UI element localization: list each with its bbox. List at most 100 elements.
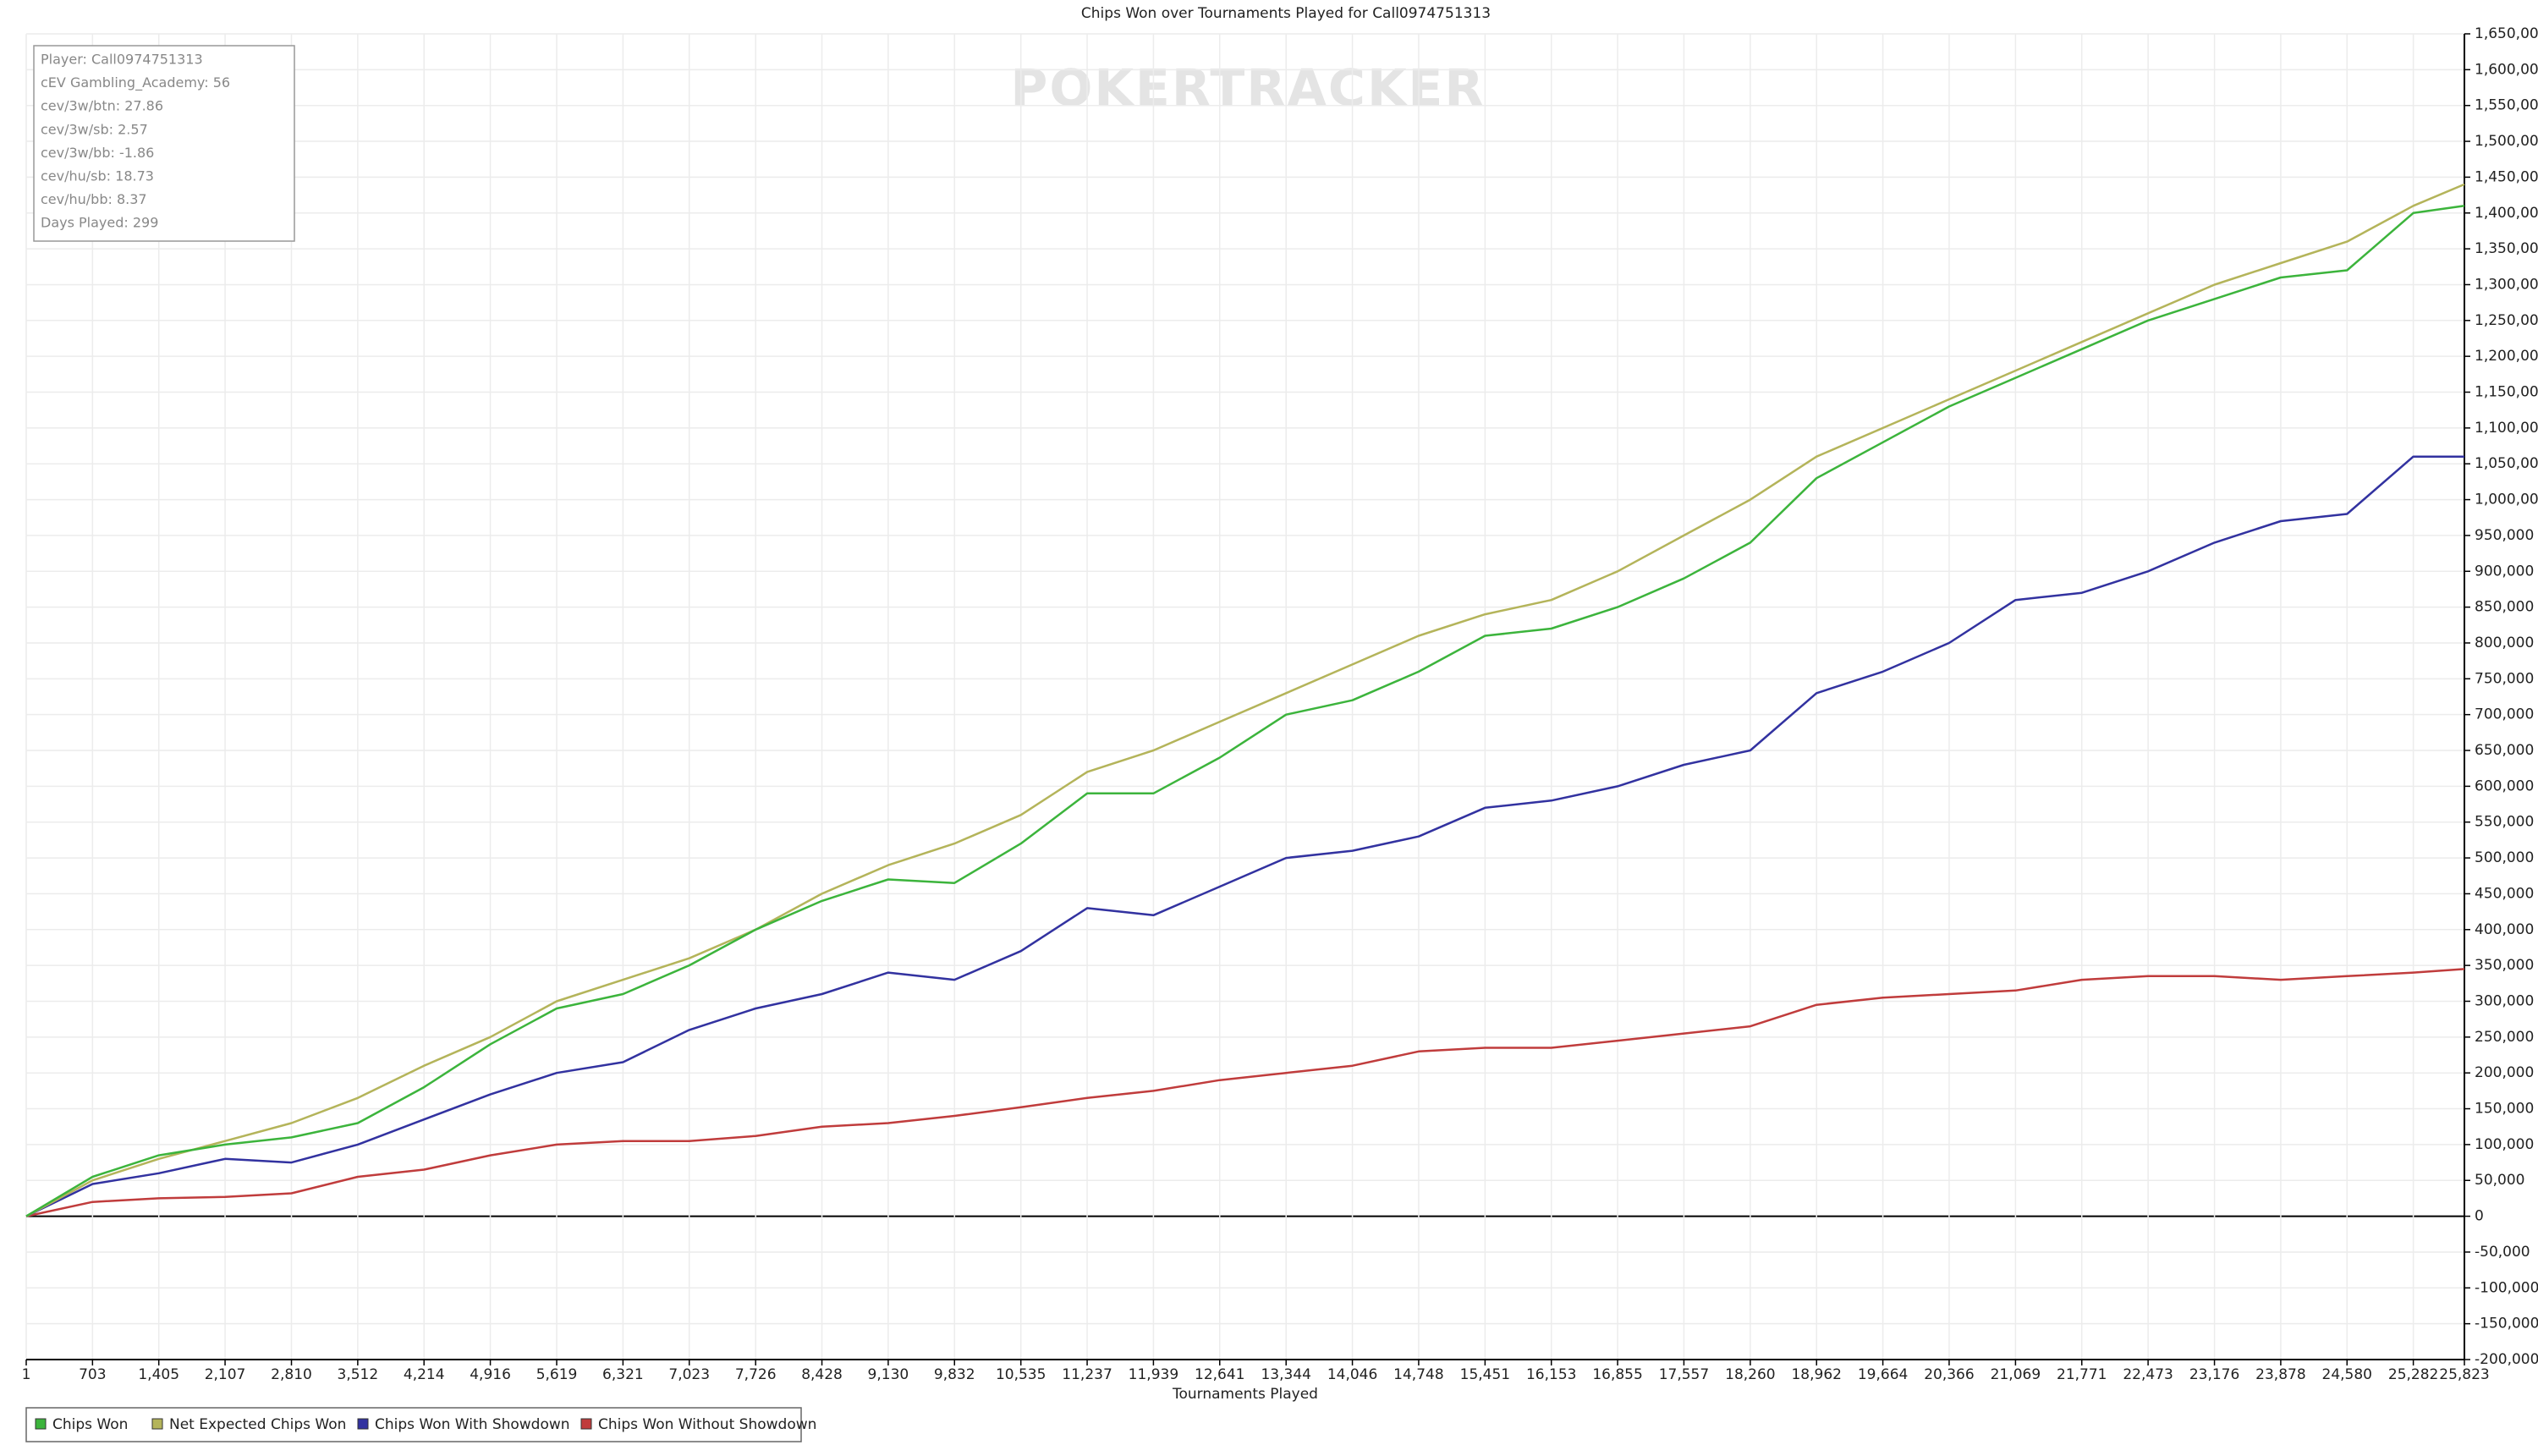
y-tick-label: -150,000: [2475, 1316, 2538, 1332]
x-tick-label: 17,557: [1659, 1366, 1709, 1383]
y-tick-label: 1,450,000: [2475, 168, 2538, 185]
y-tick-label: 1,000,000: [2475, 492, 2538, 508]
watermark: POKERTRACKER: [1010, 59, 1485, 118]
y-tick-label: 650,000: [2475, 742, 2534, 759]
x-tick-label: 15,451: [1460, 1366, 1510, 1383]
y-tick-label: 50,000: [2475, 1172, 2524, 1189]
legend-label: Chips Won: [52, 1416, 128, 1433]
x-tick-label: 14,748: [1393, 1366, 1443, 1383]
y-tick-label: 1,650,000: [2475, 25, 2538, 42]
x-tick-label: 5,619: [536, 1366, 578, 1383]
legend-label: Chips Won Without Showdown: [598, 1416, 816, 1433]
y-tick-label: 500,000: [2475, 849, 2534, 866]
x-tick-label: 7,726: [735, 1366, 777, 1383]
grid: [25, 33, 2465, 1360]
series-line: [25, 455, 2464, 1217]
y-tick-label: 550,000: [2475, 814, 2534, 831]
y-tick-label: 900,000: [2475, 563, 2534, 580]
stats-line: cEV Gambling_Academy: 56: [41, 74, 230, 91]
legend-swatch: [580, 1418, 592, 1430]
y-tick-label: 1,400,000: [2475, 205, 2538, 222]
x-tick-label: 4,214: [404, 1366, 445, 1383]
y-tick-label: 1,300,000: [2475, 276, 2538, 293]
y-tick-label: 700,000: [2475, 706, 2534, 723]
legend-swatch: [35, 1418, 47, 1430]
y-tick-label: 1,100,000: [2475, 420, 2538, 437]
legend-label: Chips Won With Showdown: [375, 1416, 570, 1433]
y-tick-label: 350,000: [2475, 957, 2534, 974]
x-tick-label: 16,855: [1592, 1366, 1642, 1383]
chart-title: Chips Won over Tournaments Played for Ca…: [1081, 5, 1491, 22]
y-tick-label: 300,000: [2475, 992, 2534, 1009]
x-tick-label: 4,916: [470, 1366, 511, 1383]
y-tick-label: 150,000: [2475, 1101, 2534, 1118]
x-tick-label: 11,939: [1129, 1366, 1178, 1383]
stats-line: Days Played: 299: [41, 215, 158, 231]
x-tick-label: 1,405: [138, 1366, 179, 1383]
x-tick-label: 7,023: [668, 1366, 710, 1383]
x-tick-label: 18,260: [1725, 1366, 1775, 1383]
x-tick-label: 24,580: [2322, 1366, 2372, 1383]
x-tick-label: 703: [79, 1366, 106, 1383]
series-line: [25, 183, 2465, 1217]
y-tick-label: 400,000: [2475, 921, 2534, 938]
x-tick-label: 20,366: [1924, 1366, 1974, 1383]
x-tick-label: 25,282: [2388, 1366, 2438, 1383]
x-tick-label: 14,046: [1327, 1366, 1377, 1383]
x-tick-label: 6,321: [602, 1366, 644, 1383]
x-tick-label: 18,962: [1791, 1366, 1841, 1383]
x-axis-label: Tournaments Played: [1172, 1386, 1318, 1403]
x-tick-label: 3,512: [338, 1366, 379, 1383]
x-tick-label: 8,428: [801, 1366, 843, 1383]
y-tick-label: 200,000: [2475, 1064, 2534, 1081]
x-tick-label: 22,473: [2123, 1366, 2173, 1383]
series-line: [25, 968, 2465, 1217]
stats-line: cev/3w/sb: 2.57: [41, 121, 148, 137]
y-tick-label: 1,350,000: [2475, 240, 2538, 257]
y-tick-label: 950,000: [2475, 527, 2534, 544]
x-tick-label: 13,344: [1261, 1366, 1310, 1383]
x-tick-label: 23,878: [2255, 1366, 2305, 1383]
x-tick-label: 19,664: [1858, 1366, 1908, 1383]
y-tick-label: 600,000: [2475, 777, 2534, 794]
y-tick-label: -100,000: [2475, 1279, 2538, 1296]
x-tick-label: 9,832: [934, 1366, 975, 1383]
x-tick-label: 1: [22, 1366, 31, 1383]
legend-swatch: [151, 1418, 163, 1430]
x-tick-label: 2,810: [271, 1366, 312, 1383]
legend-label: Net Expected Chips Won: [169, 1416, 346, 1433]
y-tick-label: 0: [2475, 1208, 2484, 1225]
x-tick-label: 2,107: [205, 1366, 246, 1383]
y-tick-label: 1,500,000: [2475, 133, 2538, 150]
y-tick-label: 750,000: [2475, 670, 2534, 687]
stats-line: Player: Call0974751313: [41, 52, 203, 68]
y-tick-label: 1,550,000: [2475, 97, 2538, 114]
y-tick-label: 1,600,000: [2475, 61, 2538, 78]
legend-swatch: [357, 1418, 369, 1430]
x-tick-label: 9,130: [868, 1366, 909, 1383]
x-tick-label: 10,535: [996, 1366, 1046, 1383]
y-tick-label: 1,050,000: [2475, 455, 2538, 472]
x-tick-label: 21,069: [1991, 1366, 2041, 1383]
stats-line: cev/3w/bb: -1.86: [41, 145, 154, 161]
x-tick-label: 21,771: [2057, 1366, 2107, 1383]
stats-line: cev/hu/sb: 18.73: [41, 168, 154, 184]
x-tick-label: 25,823: [2439, 1366, 2489, 1383]
series-line: [25, 205, 2465, 1217]
y-tick-label: 850,000: [2475, 599, 2534, 616]
y-tick-label: 800,000: [2475, 635, 2534, 651]
y-tick-label: 1,250,000: [2475, 312, 2538, 329]
y-tick-label: 1,200,000: [2475, 348, 2538, 365]
y-tick-label: 1,150,000: [2475, 384, 2538, 401]
y-tick-label: 450,000: [2475, 885, 2534, 902]
y-tick-label: -200,000: [2475, 1351, 2538, 1368]
x-tick-label: 23,176: [2189, 1366, 2239, 1383]
y-tick-label: -50,000: [2475, 1244, 2530, 1261]
x-tick-label: 11,237: [1062, 1366, 1112, 1383]
y-tick-label: 100,000: [2475, 1136, 2534, 1153]
stats-line: cev/3w/btn: 27.86: [41, 98, 163, 114]
x-tick-label: 12,641: [1195, 1366, 1244, 1383]
